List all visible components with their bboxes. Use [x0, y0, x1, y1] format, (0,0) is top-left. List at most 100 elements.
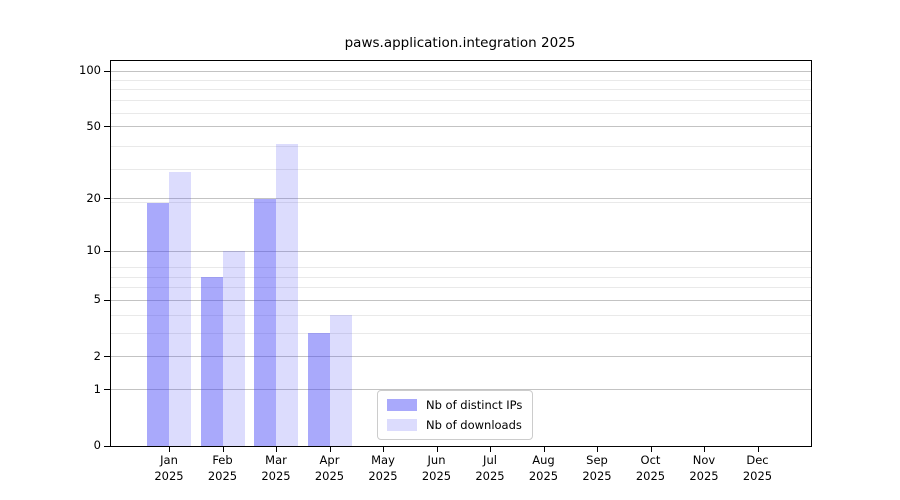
- x-tick-label-line: 2025: [207, 469, 238, 483]
- bars-layer: [111, 61, 811, 446]
- bar-downloads: [276, 144, 298, 446]
- y-tick-label: 100: [79, 63, 101, 77]
- x-tick-label: Feb 2025: [191, 452, 255, 484]
- x-tick-label-line: Jun: [427, 453, 446, 467]
- x-tick-label-line: Jan: [160, 453, 178, 467]
- legend-swatch-distinct-ips: [387, 399, 417, 411]
- y-tick-label: 1: [93, 381, 101, 396]
- y-tick-mark: [104, 299, 110, 301]
- y-tick-mark: [104, 445, 110, 447]
- x-tick-label-line: Sep: [586, 453, 608, 467]
- legend-item-distinct-ips: Nb of distinct IPs: [387, 398, 522, 412]
- major-gridline: [111, 198, 811, 200]
- grid-layer: [111, 61, 811, 446]
- bar-downloads: [329, 315, 352, 446]
- bar-distinct-ips: [307, 333, 330, 446]
- y-tick-label: 50: [86, 118, 101, 133]
- x-tick-mark: [383, 447, 384, 452]
- y-tick-mark: [104, 126, 110, 128]
- chart-title: paws.application.integration 2025: [344, 35, 576, 51]
- y-tick-mark: [104, 198, 110, 200]
- minor-gridline: [111, 287, 811, 289]
- x-tick-label-line: Nov: [692, 453, 716, 467]
- x-tick-mark: [543, 447, 545, 452]
- y-tick-label: 2: [93, 348, 101, 363]
- x-tick-mark: [597, 447, 598, 452]
- y-tick-mark: [104, 356, 110, 358]
- x-tick-label: Jun 2025: [405, 452, 469, 484]
- minor-gridline: [111, 332, 811, 334]
- y-tick-label: 0: [93, 438, 101, 452]
- x-tick-label-line: 2025: [689, 469, 719, 483]
- x-tick-label: Mar 2025: [244, 452, 308, 484]
- x-tick-label-line: 2025: [742, 469, 773, 483]
- legend-item-downloads: Nb of downloads: [387, 418, 522, 432]
- x-tick-label: Dec 2025: [726, 452, 790, 484]
- x-tick-label-line: 2025: [314, 469, 345, 483]
- plot-area: Nb of distinct IPs Nb of downloads: [110, 60, 812, 447]
- minor-gridline: [111, 89, 811, 91]
- y-tick-mark: [104, 250, 110, 252]
- x-tick-mark: [436, 447, 438, 452]
- x-tick-label-line: 2025: [368, 469, 398, 483]
- x-tick-label: Nov 2025: [672, 452, 736, 484]
- x-tick-mark: [650, 447, 652, 452]
- bar-downloads: [222, 251, 245, 446]
- x-tick-label: Aug 2025: [512, 452, 576, 484]
- minor-gridline: [111, 112, 811, 114]
- x-tick-mark: [222, 447, 224, 452]
- x-tick-mark: [329, 447, 331, 452]
- x-tick-label-line: Oct: [640, 453, 661, 467]
- minor-gridline: [111, 314, 811, 316]
- x-tick-mark: [169, 447, 170, 452]
- x-tick-mark: [704, 447, 705, 452]
- y-tick-label: 5: [93, 292, 101, 307]
- minor-gridline: [111, 169, 811, 171]
- x-tick-label: Jul 2025: [458, 452, 522, 484]
- bar-distinct-ips: [147, 202, 169, 446]
- y-tick-label: 20: [86, 190, 101, 205]
- x-tick-label: Jan 2025: [137, 452, 201, 484]
- x-tick-label: Sep 2025: [565, 452, 629, 484]
- y-tick-label: 10: [86, 243, 101, 258]
- minor-gridline: [111, 100, 811, 102]
- minor-gridline: [111, 145, 811, 147]
- x-tick-mark: [490, 447, 491, 452]
- y-tick-mark: [104, 70, 110, 72]
- legend-label-downloads: Nb of downloads: [426, 418, 522, 432]
- minor-gridline: [111, 202, 811, 204]
- x-tick-label: Apr 2025: [298, 452, 362, 484]
- x-tick-label-line: 2025: [528, 469, 559, 483]
- x-tick-label-line: 2025: [261, 469, 291, 483]
- legend: Nb of distinct IPs Nb of downloads: [377, 390, 534, 440]
- x-tick-label: Oct 2025: [619, 452, 683, 484]
- bar-distinct-ips: [254, 198, 276, 446]
- x-tick-label-line: Mar: [265, 453, 287, 467]
- x-tick-label-line: 2025: [635, 469, 666, 483]
- x-tick-label-line: Feb: [212, 453, 233, 467]
- major-gridline: [111, 356, 811, 358]
- x-tick-label-line: 2025: [582, 469, 612, 483]
- x-tick-label-line: May: [371, 453, 395, 467]
- major-gridline: [111, 299, 811, 301]
- legend-swatch-downloads: [387, 419, 417, 431]
- y-tick-mark: [104, 389, 110, 391]
- x-tick-label-line: 2025: [421, 469, 452, 483]
- x-tick-label-line: 2025: [154, 469, 184, 483]
- major-gridline: [111, 250, 811, 252]
- x-tick-label-line: Jul: [483, 453, 497, 467]
- major-gridline: [111, 70, 811, 72]
- x-tick-label-line: Dec: [746, 453, 769, 467]
- x-tick-label-line: Apr: [319, 453, 340, 467]
- minor-gridline: [111, 79, 811, 81]
- x-tick-label: May 2025: [351, 452, 415, 484]
- major-gridline: [111, 389, 811, 391]
- bar-distinct-ips: [200, 277, 223, 446]
- x-tick-mark: [276, 447, 277, 452]
- x-tick-label-line: Aug: [532, 453, 555, 467]
- minor-gridline: [111, 276, 811, 278]
- x-tick-label-line: 2025: [475, 469, 505, 483]
- bar-downloads: [169, 172, 191, 446]
- legend-label-distinct-ips: Nb of distinct IPs: [426, 398, 523, 412]
